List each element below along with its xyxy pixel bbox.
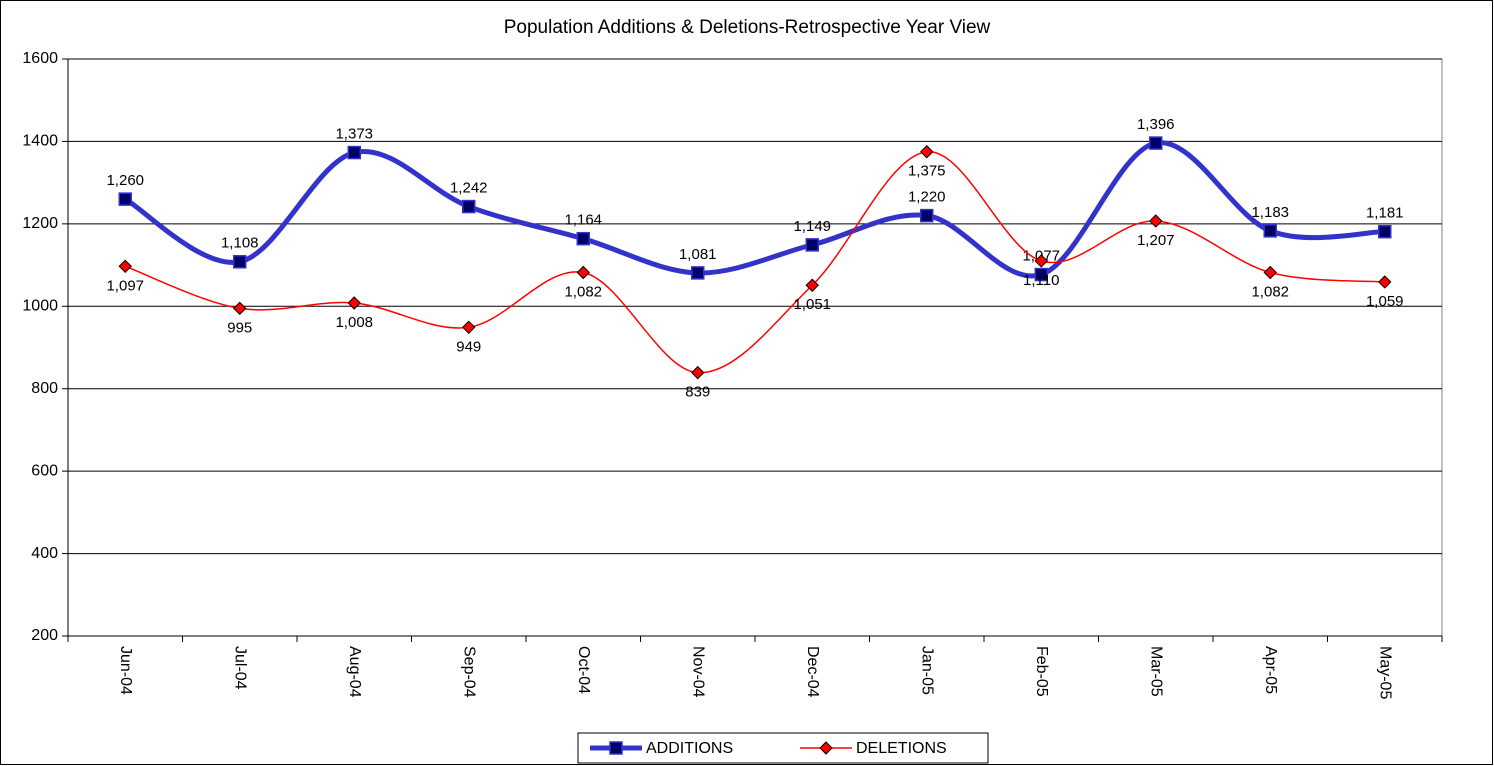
chart-title: Population Additions & Deletions-Retrosp… [504,17,991,38]
marker [920,208,934,223]
x-tick-label: Apr-05 [1262,646,1279,694]
x-tick-label: Jan-05 [919,646,936,695]
legend-label: ADDITIONS [646,740,733,757]
marker [576,231,590,246]
x-tick-label: Jul-04 [232,646,249,690]
data-label: 1,373 [335,126,373,143]
data-label: 1,242 [450,180,488,197]
legend [577,732,989,764]
marker [1149,214,1163,228]
marker [691,365,705,380]
marker [1034,267,1048,282]
marker [805,278,819,292]
marker [233,255,247,269]
x-tick-label: Sep-04 [461,646,478,698]
marker [1149,136,1163,150]
data-label: 1,375 [908,163,946,180]
y-tick-label: 1400 [22,133,58,150]
data-label: 1,220 [908,189,946,206]
marker [233,301,247,316]
marker [1263,224,1277,238]
data-label: 1,164 [564,212,602,229]
x-tick-label: Jun-04 [117,646,134,695]
data-label: 1,108 [221,235,259,252]
x-tick-label: Oct-04 [575,646,592,694]
marker [1378,224,1392,239]
marker [118,192,132,206]
marker [462,199,476,214]
x-tick-label: Nov-04 [690,646,707,698]
x-tick-label: Mar-05 [1148,646,1165,697]
marker [1378,275,1392,289]
y-tick-label: 200 [31,627,58,644]
data-label: 1,059 [1366,293,1404,310]
data-label: 995 [227,319,252,336]
marker [347,296,361,310]
data-label: 1,051 [793,296,831,313]
y-tick-label: 1000 [22,298,58,315]
data-label: 1,207 [1137,232,1175,249]
data-label: 1,149 [793,218,831,235]
data-label: 1,110 [1023,272,1059,289]
marker [920,145,934,159]
marker [347,145,361,160]
data-label: 1,082 [1251,283,1289,300]
legend-label: DELETIONS [856,740,947,757]
marker [1034,254,1048,268]
y-tick-label: 1200 [22,215,58,232]
data-label: 1,183 [1251,204,1289,221]
marker [691,266,705,280]
marker [118,259,132,274]
plot-area [67,58,1443,637]
y-tick-label: 400 [31,545,58,562]
data-label: 1,260 [106,172,144,189]
marker [1263,265,1277,280]
marker [576,265,590,280]
x-tick-label: Dec-04 [804,646,821,698]
x-tick-label: May-05 [1377,646,1394,699]
data-label: 1,396 [1137,116,1175,133]
data-label: 1,082 [564,283,602,300]
data-label: 1,081 [679,246,717,263]
data-label: 949 [456,338,481,355]
data-label: 1,181 [1366,205,1404,222]
marker [609,741,623,755]
x-tick-label: Feb-05 [1033,646,1050,697]
data-label: 839 [685,384,710,401]
data-label: 1,008 [335,314,373,331]
marker [462,320,476,335]
x-tick-label: Aug-04 [346,646,363,698]
marker [805,238,819,252]
y-tick-label: 600 [31,462,58,479]
data-label: 1,097 [106,277,144,294]
y-tick-label: 1600 [22,50,58,67]
marker [819,741,833,755]
y-tick-label: 800 [31,380,58,397]
